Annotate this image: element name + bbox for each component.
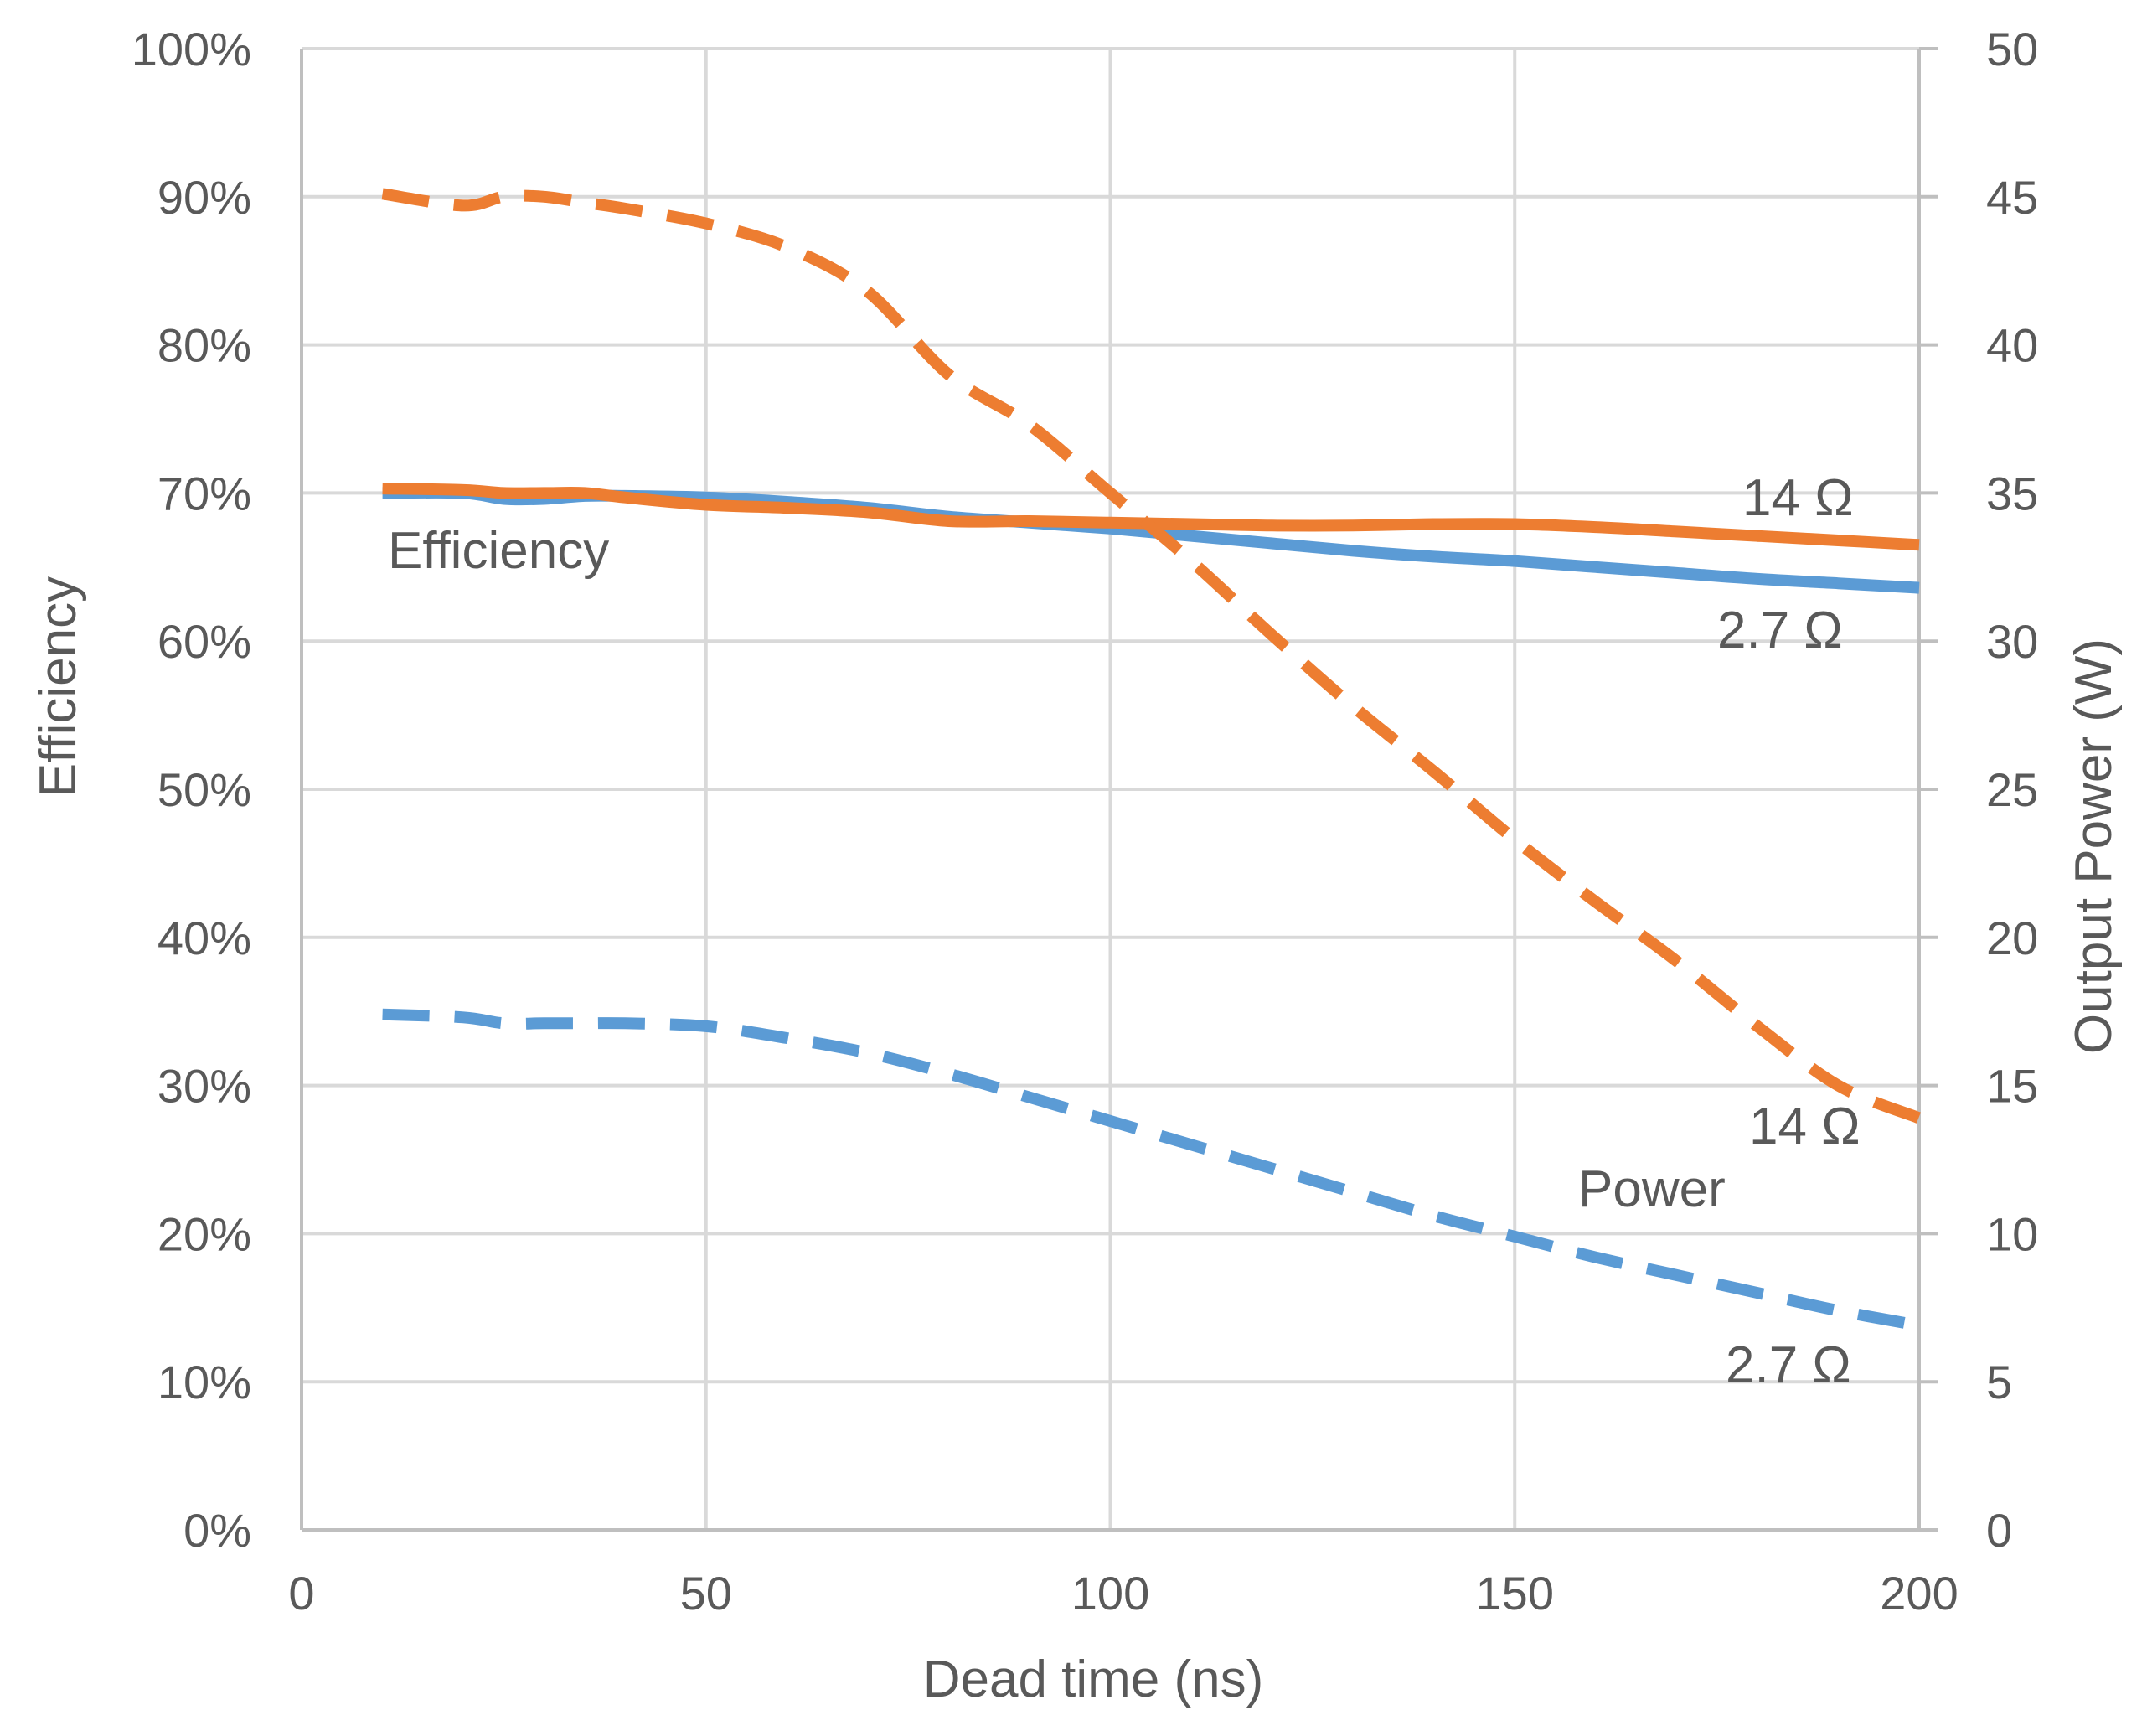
y-tick-label: 90% [157,171,251,224]
y-axis-title: Efficiency [29,576,87,798]
y-tick-label: 0% [183,1504,251,1557]
annotation-efficiency: Efficiency [388,522,609,580]
x-tick-label: 100 [1071,1567,1149,1620]
y2-tick-label: 20 [1986,912,2038,964]
x-tick-label: 0 [288,1567,314,1620]
y-tick-label: 80% [157,319,251,372]
y2-axis-title: Output Power (W) [2065,638,2123,1054]
x-tick-label: 200 [1880,1567,1958,1620]
series-line-2 [381,188,1922,1124]
gridlines [302,47,1919,1530]
y-tick-label: 20% [157,1207,251,1260]
series-line-1 [382,483,1920,551]
annotation-power-14-ohm: 14 Ω [1749,1098,1861,1155]
y-tick-label: 10% [157,1356,251,1408]
tick-labels: 0% 10% 20% 30% 40% 50% 60% 70% 80% 90% 100% 0 5 10 15 2… [132,23,2039,1620]
y-tick-label: 30% [157,1060,251,1113]
annotation-power: Power [1578,1160,1726,1218]
annotation-efficiency-2-7-ohm: 2.7 Ω [1717,602,1843,659]
y-tick-label: 70% [157,467,251,519]
y2-tick-label: 50 [1986,23,2038,75]
x-axis-title: Dead time (ns) [923,1651,1264,1708]
x-tick-label: 50 [680,1567,732,1620]
y2-tick-label: 45 [1986,171,2038,224]
y2-tick-label: 40 [1986,319,2038,372]
y-tick-label: 40% [157,912,251,964]
annotation-efficiency-14-ohm: 14 Ω [1742,469,1854,527]
annotation-power-2-7-ohm: 2.7 Ω [1726,1336,1851,1394]
y-tick-label: 100% [132,23,251,75]
y2-tick-label: 15 [1986,1060,2038,1113]
y-tick-label: 50% [157,763,251,816]
series-line-0 [382,486,1920,594]
y2-tick-label: 0 [1986,1504,2012,1557]
y2-tick-label: 30 [1986,615,2038,668]
series-line-3 [382,1008,1921,1331]
y2-tick-label: 5 [1986,1356,2012,1408]
x-tick-label: 150 [1476,1567,1554,1620]
y-tick-label: 60% [157,615,251,668]
y2-tick-label: 10 [1986,1207,2038,1260]
data-series [381,188,1922,1331]
y2-tick-label: 25 [1986,763,2038,816]
axes [300,47,1938,1532]
y2-tick-label: 35 [1986,467,2038,519]
